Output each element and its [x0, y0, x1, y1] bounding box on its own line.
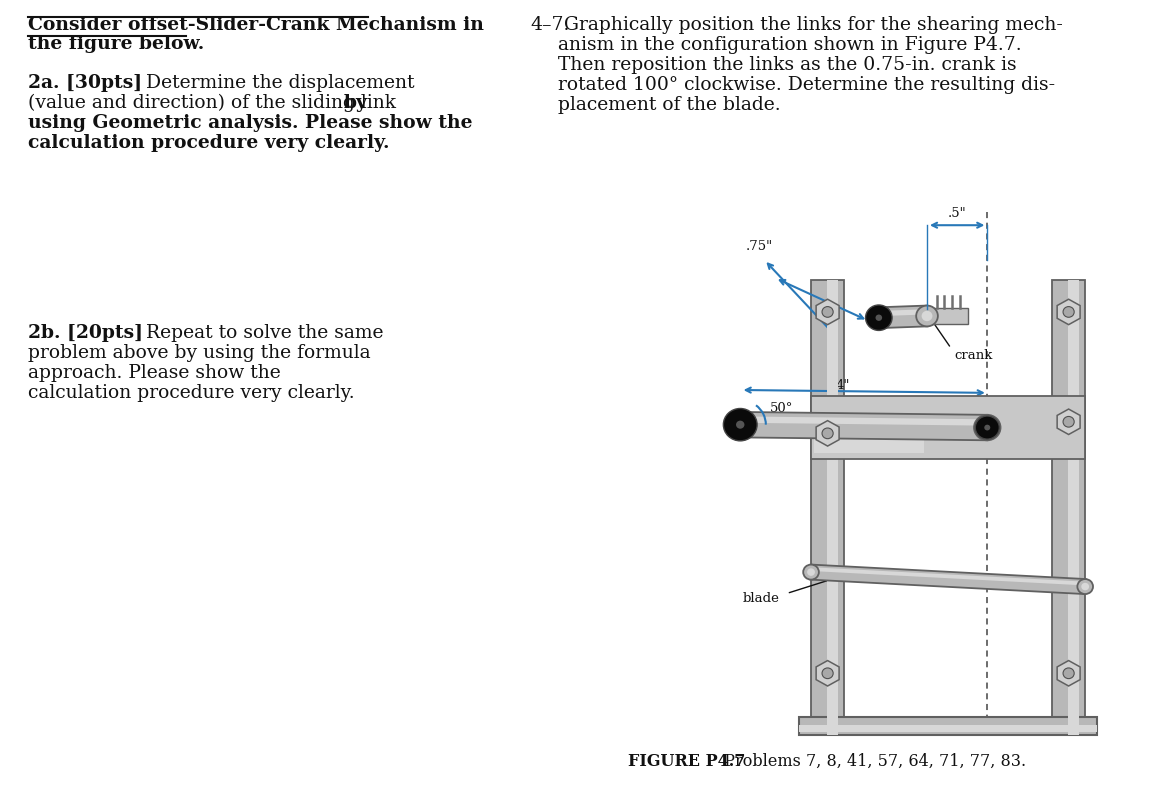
Text: by: by	[344, 94, 369, 112]
Text: (value and direction) of the sliding link: (value and direction) of the sliding lin…	[28, 94, 402, 112]
Text: 2a. [30pts]: 2a. [30pts]	[28, 74, 142, 92]
Text: calculation procedure very clearly.: calculation procedure very clearly.	[28, 134, 390, 152]
Text: using Geometric analysis. Please show the: using Geometric analysis. Please show th…	[28, 114, 473, 132]
Text: Then reposition the links as the 0.75-in. crank is: Then reposition the links as the 0.75-in…	[558, 56, 1017, 74]
Text: calculation procedure very clearly.: calculation procedure very clearly.	[28, 384, 355, 402]
Text: Determine the displacement: Determine the displacement	[140, 74, 414, 92]
Text: Problems 7, 8, 41, 57, 64, 71, 77, 83.: Problems 7, 8, 41, 57, 64, 71, 77, 83.	[714, 753, 1026, 770]
Text: the figure below.: the figure below.	[28, 35, 205, 53]
Text: placement of the blade.: placement of the blade.	[558, 96, 780, 114]
Text: 4–7.: 4–7.	[530, 16, 570, 34]
Text: approach. Please show the: approach. Please show the	[28, 364, 281, 382]
Text: 2b. [20pts]: 2b. [20pts]	[28, 324, 143, 342]
Text: Graphically position the links for the shearing mech-: Graphically position the links for the s…	[558, 16, 1062, 34]
Text: FIGURE P4.7: FIGURE P4.7	[628, 753, 745, 770]
Text: Consider offset-Slider-Crank Mechanism in: Consider offset-Slider-Crank Mechanism i…	[28, 16, 484, 34]
Text: rotated 100° clockwise. Determine the resulting dis-: rotated 100° clockwise. Determine the re…	[558, 76, 1055, 94]
Text: anism in the configuration shown in Figure P4.7.: anism in the configuration shown in Figu…	[558, 36, 1021, 54]
Text: problem above by using the formula: problem above by using the formula	[28, 344, 371, 362]
Text: Repeat to solve the same: Repeat to solve the same	[140, 324, 384, 342]
